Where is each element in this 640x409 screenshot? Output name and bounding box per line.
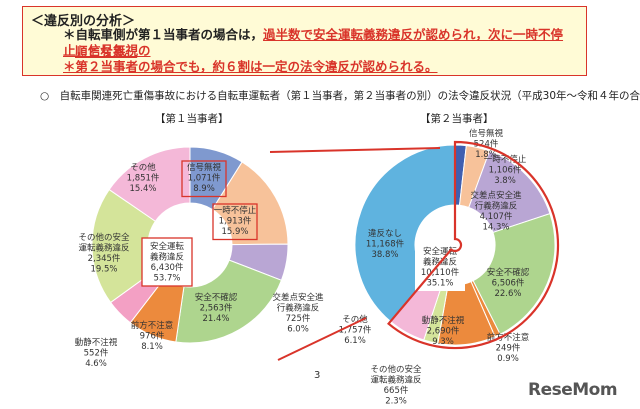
chart2-slice-label-6: その他の安全運転義務違反 665件 2.3% bbox=[370, 364, 422, 407]
chart1-center-label: 安全運転義務違反 6,430件 53.7% bbox=[150, 241, 185, 284]
chart1-slice-label-5: 動静不注視 552件 4.6% bbox=[75, 337, 118, 369]
chart1-slice-3 bbox=[175, 259, 283, 344]
summary-line-3: ＊第２当事者の場合でも，約６割は一定の法令違反が認められる。 bbox=[63, 59, 438, 75]
chart1-center-box bbox=[141, 237, 193, 287]
line3-red: ＊第２当事者の場合でも，約６割は一定の法令違反が認められる。 bbox=[63, 59, 438, 74]
chart2-title: 【第２当事者】 bbox=[420, 113, 494, 125]
chart1-slice-label-0: 信号無視 1,071件 8.9% bbox=[187, 162, 222, 194]
summary-line-2: 順となる。 bbox=[75, 44, 137, 60]
chart2-slice-label-5: 動静不注視 2,690件 9.3% bbox=[422, 315, 465, 347]
chart1-slice-label-3: 安全不確認 2,563件 21.4% bbox=[195, 292, 238, 324]
chart1-slice-label-2: 交差点安全進行義務違反 725件 6.0% bbox=[272, 292, 324, 335]
chart2-violation-outline bbox=[386, 140, 560, 350]
chart1-highlight-box-1 bbox=[212, 203, 258, 241]
chart2-slice-label-2: 交差点安全進行義務違反 4,107件 14.3% bbox=[470, 190, 522, 233]
chart1-slice-label-1: 一時不停止 1,913件 15.9% bbox=[214, 205, 257, 237]
figure-caption: ○ 自転車関連死亡重傷事故における自転車運転者（第１当事者，第２当事者の別）の法… bbox=[40, 90, 640, 102]
page-number: 3 bbox=[314, 370, 321, 381]
chart1-title: 【第１当事者】 bbox=[155, 113, 229, 125]
chart2-slice-label-7: その他 1,757件 6.1% bbox=[339, 314, 372, 346]
summary-heading: ＜違反別の分析＞ bbox=[31, 14, 136, 29]
chart2-slice-label-1: 一時不停止 1,106件 3.8% bbox=[484, 154, 527, 186]
chart2-slice-label-3: 安全不確認 6,506件 22.6% bbox=[487, 267, 530, 299]
resemom-logo: ReseMom bbox=[528, 380, 618, 400]
summary-box: ＜違反別の分析＞ ＊自転車側が第１当事者の場合は，過半数で安全運転義務違反が認め… bbox=[22, 6, 587, 76]
line1-suffix: 次に一時不停止，信号無視の bbox=[63, 27, 564, 58]
chart2-slice-label-8: 違反なし 11,168件 38.8% bbox=[366, 228, 405, 260]
line1-red: 過半数で安全運転義務違反が認められ， bbox=[263, 27, 489, 42]
chart2-slice-3 bbox=[472, 212, 556, 335]
line2-red: 順となる。 bbox=[75, 44, 138, 59]
connector-line-top bbox=[269, 147, 441, 153]
chart2-slice-label-4: 前方不注意 249件 0.9% bbox=[487, 332, 530, 364]
chart1-slice-7 bbox=[108, 146, 191, 222]
chart1-slice-label-4: 前方不注意 976件 8.1% bbox=[131, 320, 174, 352]
connector-line-bottom bbox=[277, 317, 367, 361]
chart1-slice-label-6: その他の安全運転義務違反 2,345件 19.5% bbox=[78, 232, 130, 275]
line1-prefix: ＊自転車側が第１当事者の場合は， bbox=[63, 27, 264, 42]
chart2-slice-label-0: 信号無視 524件 1.8% bbox=[469, 128, 504, 160]
chart1-slice-label-7: その他 1,851件 15.4% bbox=[127, 162, 160, 194]
chart1-highlight-box-0 bbox=[181, 160, 227, 198]
summary-line-1: ＊自転車側が第１当事者の場合は，過半数で安全運転義務違反が認められ，次に一時不停… bbox=[63, 27, 583, 59]
